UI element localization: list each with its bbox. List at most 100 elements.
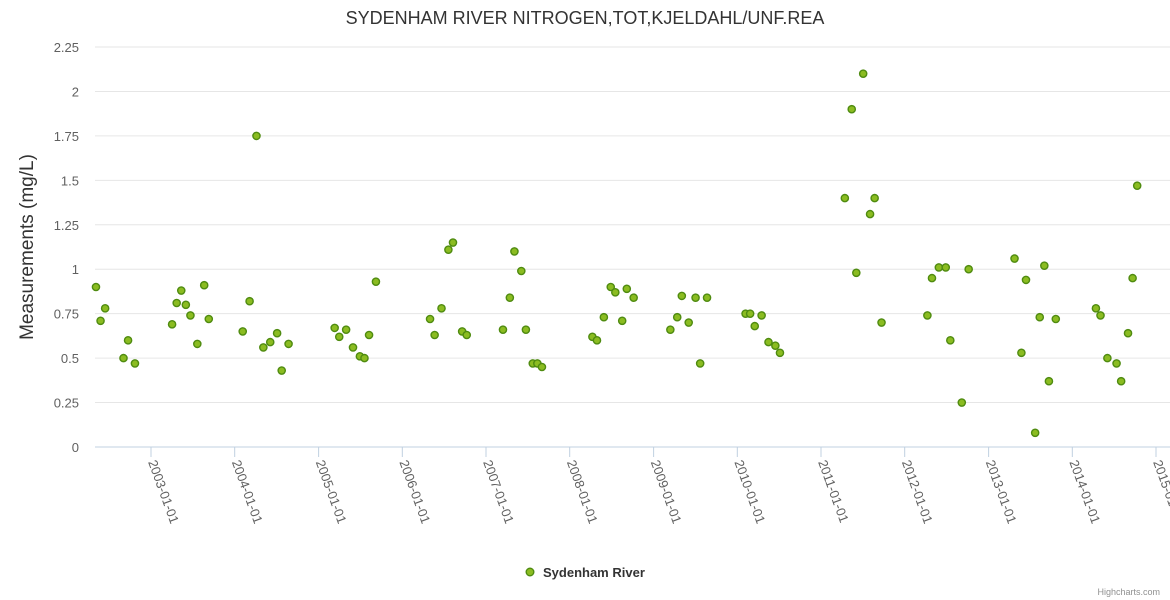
data-point[interactable] (1030, 428, 1040, 438)
data-point[interactable] (1091, 304, 1101, 313)
x-tick-label: 2008-01-01 (564, 458, 601, 526)
data-point[interactable] (172, 298, 181, 308)
data-point[interactable] (462, 330, 472, 340)
data-point[interactable] (957, 398, 967, 407)
data-point[interactable] (119, 353, 128, 363)
data-point[interactable] (927, 273, 937, 283)
data-point[interactable] (96, 316, 105, 326)
data-point[interactable] (611, 288, 620, 297)
data-point[interactable] (1051, 314, 1061, 324)
data-point[interactable] (537, 362, 547, 372)
data-point[interactable] (425, 314, 435, 324)
data-point[interactable] (923, 311, 932, 320)
data-point[interactable] (877, 318, 886, 327)
y-tick-label: 0.25 (54, 396, 79, 411)
legend[interactable]: Sydenham River (525, 565, 645, 580)
data-point[interactable] (629, 293, 638, 302)
data-point[interactable] (750, 321, 760, 331)
data-point[interactable] (364, 330, 374, 340)
data-point[interactable] (1123, 328, 1133, 338)
data-point[interactable] (330, 323, 339, 333)
x-tick-label: 2015-01-01 (1150, 458, 1170, 526)
data-point[interactable] (672, 312, 682, 322)
data-point[interactable] (764, 337, 773, 347)
data-point[interactable] (259, 343, 268, 352)
data-point[interactable] (946, 336, 955, 345)
data-point[interactable] (284, 339, 293, 349)
data-point[interactable] (964, 264, 973, 274)
data-point[interactable] (858, 69, 868, 78)
data-point[interactable] (186, 311, 195, 320)
data-point[interactable] (181, 300, 191, 310)
data-point[interactable] (934, 263, 944, 272)
data-point[interactable] (521, 325, 531, 334)
data-point[interactable] (840, 193, 850, 203)
data-point[interactable] (252, 131, 261, 141)
data-point[interactable] (193, 339, 202, 349)
data-point[interactable] (341, 325, 351, 334)
data-point[interactable] (684, 318, 693, 327)
data-point[interactable] (702, 293, 712, 302)
series-sydenham-river[interactable] (91, 69, 1142, 438)
data-point[interactable] (1040, 261, 1049, 270)
data-point[interactable] (870, 193, 879, 203)
data-point[interactable] (176, 286, 186, 295)
data-point[interactable] (277, 366, 286, 375)
data-point[interactable] (91, 282, 101, 292)
data-point[interactable] (1017, 348, 1026, 358)
data-point[interactable] (498, 325, 508, 334)
data-point[interactable] (775, 348, 785, 358)
y-tick-label: 1.5 (61, 173, 79, 188)
data-point[interactable] (505, 293, 515, 302)
data-point[interactable] (745, 309, 755, 318)
data-point[interactable] (771, 341, 780, 350)
data-point[interactable] (167, 320, 177, 329)
data-point[interactable] (199, 280, 209, 290)
data-point[interactable] (592, 336, 602, 345)
data-point[interactable] (334, 332, 344, 342)
data-point[interactable] (348, 343, 358, 352)
data-point[interactable] (865, 209, 875, 219)
data-point[interactable] (606, 282, 616, 292)
data-point[interactable] (100, 304, 110, 313)
data-point[interactable] (1044, 376, 1054, 386)
data-point[interactable] (1128, 273, 1137, 283)
data-point[interactable] (204, 314, 214, 324)
data-point[interactable] (130, 359, 140, 368)
data-point[interactable] (622, 284, 632, 294)
data-point[interactable] (852, 268, 861, 278)
data-point[interactable] (847, 104, 857, 114)
data-point[interactable] (510, 247, 519, 256)
data-point[interactable] (757, 311, 766, 320)
data-point[interactable] (1096, 311, 1105, 320)
data-point[interactable] (444, 245, 453, 254)
data-point[interactable] (1010, 254, 1019, 263)
data-point[interactable] (437, 304, 446, 313)
credits[interactable]: Highcharts.com (1097, 587, 1160, 597)
x-axis-ticks: 2003-01-01 2004-01-01 2005-01-01 2006-01-01… (145, 447, 1170, 526)
data-point[interactable] (941, 263, 951, 272)
data-point[interactable] (517, 266, 526, 276)
data-point[interactable] (1132, 181, 1142, 190)
data-point[interactable] (1021, 275, 1031, 285)
data-point[interactable] (448, 238, 458, 247)
data-point[interactable] (1035, 312, 1045, 322)
data-point[interactable] (238, 327, 248, 336)
data-point[interactable] (691, 293, 700, 302)
data-point[interactable] (265, 337, 275, 347)
data-point[interactable] (677, 291, 687, 301)
data-point[interactable] (1112, 359, 1121, 368)
data-point[interactable] (371, 277, 381, 286)
data-point[interactable] (1103, 353, 1112, 363)
data-point[interactable] (666, 325, 675, 334)
data-point[interactable] (245, 296, 254, 306)
data-point[interactable] (272, 328, 282, 338)
data-point[interactable] (599, 312, 609, 322)
data-point[interactable] (695, 359, 705, 368)
x-tick-label: 2004-01-01 (229, 458, 266, 526)
data-point[interactable] (617, 316, 627, 326)
data-point[interactable] (430, 330, 439, 340)
data-point[interactable] (1116, 376, 1126, 386)
data-point[interactable] (123, 336, 133, 345)
data-point[interactable] (360, 353, 369, 363)
